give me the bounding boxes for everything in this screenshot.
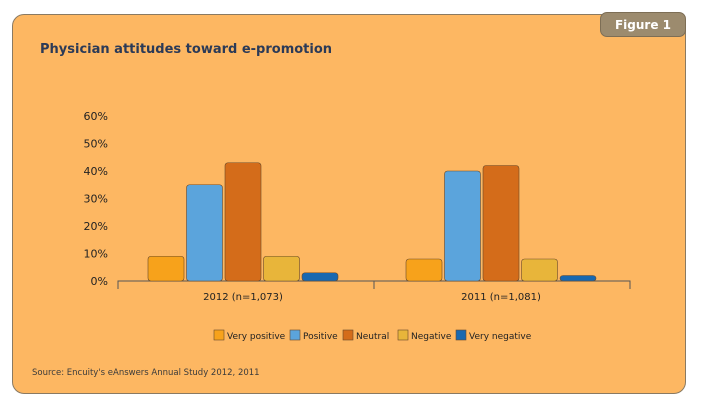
y-tick-label: 50%	[84, 138, 108, 151]
bar-very-negative	[301, 272, 339, 282]
legend-label: Very positive	[227, 332, 286, 342]
bar-positive	[186, 184, 223, 282]
legend-label: Negative	[411, 332, 452, 342]
bar-neutral	[224, 162, 262, 282]
source-note: Source: Encuity's eAnswers Annual Study …	[32, 368, 260, 378]
figure-label: Figure 1	[600, 12, 686, 37]
legend-swatch	[213, 329, 225, 341]
bar-negative	[521, 258, 558, 282]
legend-swatch	[289, 329, 301, 341]
legend-label: Very negative	[469, 332, 532, 342]
x-category-label: 2011 (n=1,081)	[461, 292, 541, 303]
bar-very-positive	[405, 258, 443, 282]
y-tick-label: 20%	[84, 220, 108, 233]
legend-swatch	[397, 329, 409, 341]
bar-negative	[263, 255, 300, 282]
bar-very-negative	[559, 275, 597, 282]
chart-title: Physician attitudes toward e-promotion	[40, 42, 333, 57]
legend-swatch	[455, 329, 467, 341]
bar-positive	[444, 170, 481, 282]
y-tick-label: 60%	[84, 110, 108, 123]
legend-label: Positive	[303, 332, 338, 342]
y-tick-label: 30%	[84, 193, 108, 206]
x-category-label: 2012 (n=1,073)	[203, 292, 283, 303]
bar-neutral	[482, 165, 520, 282]
legend-swatch	[342, 329, 354, 341]
y-tick-label: 10%	[84, 248, 108, 261]
y-tick-label: 0%	[91, 275, 108, 288]
legend-label: Neutral	[356, 332, 389, 342]
y-tick-label: 40%	[84, 165, 108, 178]
bar-very-positive	[147, 255, 185, 282]
